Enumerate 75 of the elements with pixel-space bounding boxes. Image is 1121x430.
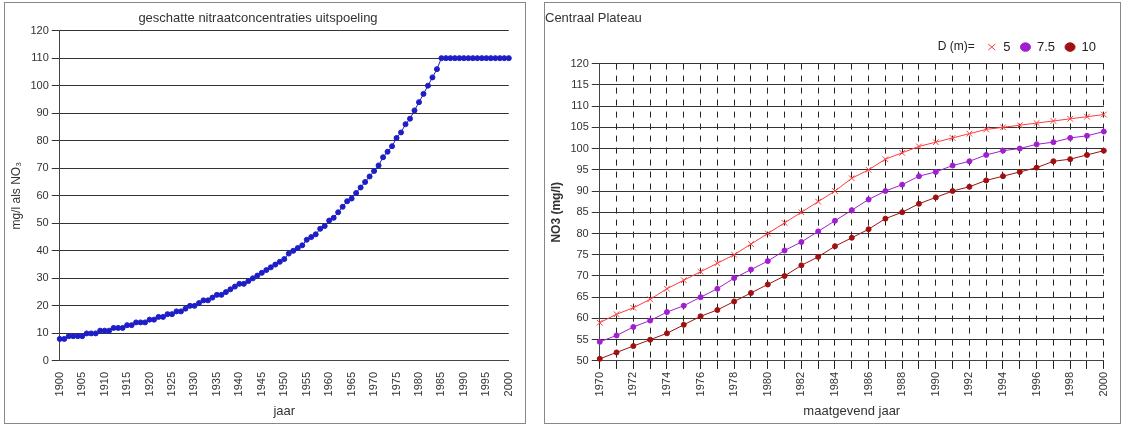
x-tick-label: 1940 (232, 371, 245, 397)
x-tick-label: 2000 (1096, 371, 1109, 397)
x-tick-label: 1925 (165, 371, 178, 397)
x-tick-label: 1955 (299, 371, 312, 397)
x-tick-label: 1950 (277, 371, 290, 397)
x-axis-title: jaar (272, 402, 296, 418)
y-tick-label: 80 (36, 133, 49, 146)
x-tick-label: 1985 (434, 371, 447, 397)
y-tick-label: 110 (571, 99, 589, 112)
y-tick-label: 60 (576, 311, 589, 324)
y-tick-label: 50 (576, 353, 589, 366)
x-tick-label: 1965 (344, 371, 357, 397)
x-tick-label: 1930 (187, 371, 200, 397)
y-tick-label: 100 (570, 141, 589, 154)
x-tick-label: 1995 (479, 371, 492, 397)
y-tick-label: 105 (570, 120, 589, 133)
x-tick-label: 1988 (895, 371, 908, 397)
y-tick-label: 40 (36, 243, 49, 256)
y-tick-label: 95 (576, 162, 589, 175)
x-tick-label: 1978 (727, 371, 740, 397)
x-tick-label: 1910 (97, 371, 110, 397)
y-tick-label: 90 (36, 106, 49, 119)
x-tick-label: 1992 (962, 371, 975, 397)
x-tick-label: 1984 (828, 371, 841, 397)
y-tick-label: 115 (571, 77, 589, 90)
y-tick-label: 110 (31, 51, 49, 64)
x-tick-label: 1990 (928, 371, 941, 397)
legend-title: D (m)= (937, 39, 975, 54)
legend-label: 5 (1003, 38, 1011, 54)
y-tick-label: 80 (576, 226, 589, 239)
y-tick-label: 75 (576, 247, 589, 260)
x-tick-label: 1972 (626, 371, 639, 397)
x-tick-label: 1970 (592, 371, 605, 397)
legend-label: 7.5 (1036, 38, 1056, 54)
y-axis-title: mg/l als NO₃ (8, 161, 23, 230)
x-tick-label: 1905 (75, 371, 88, 397)
x-tick-label: 1974 (659, 371, 672, 397)
y-tick-label: 0 (42, 353, 49, 366)
y-tick-label: 20 (36, 298, 49, 311)
x-tick-label: 1980 (760, 371, 773, 397)
y-tick-label: 60 (36, 188, 49, 201)
chart-title: Centraal Plateau (545, 10, 642, 26)
y-tick-label: 120 (570, 56, 589, 69)
x-tick-label: 1935 (209, 371, 222, 397)
chart-title: geschatte nitraatconcentraties uitspoeling (138, 10, 378, 26)
y-tick-label: 70 (576, 269, 589, 282)
x-tick-label: 1976 (693, 371, 706, 397)
y-tick-label: 30 (36, 271, 49, 284)
y-tick-label: 85 (576, 205, 589, 218)
x-tick-label: 1945 (254, 371, 267, 397)
x-tick-label: 1990 (456, 371, 469, 397)
x-axis-title: maatgevend jaar (803, 402, 901, 418)
x-tick-label: 1920 (142, 371, 155, 397)
x-tick-label: 1982 (794, 371, 807, 397)
y-tick-label: 70 (36, 161, 49, 174)
y-tick-label: 50 (36, 216, 49, 229)
x-tick-label: 2000 (501, 371, 514, 397)
x-tick-label: 1975 (389, 371, 402, 397)
y-tick-label: 120 (30, 23, 49, 36)
x-tick-label: 1970 (367, 371, 380, 397)
y-tick-label: 55 (576, 332, 589, 345)
y-axis-title: NO3 (mg/l) (548, 181, 563, 243)
y-tick-label: 100 (30, 78, 49, 91)
x-tick-label: 1998 (1063, 371, 1076, 397)
legend-label: 10 (1081, 38, 1097, 54)
y-tick-label: 10 (36, 326, 49, 339)
x-tick-label: 1996 (1029, 371, 1042, 397)
x-tick-label: 1994 (996, 371, 1009, 397)
x-tick-label: 1986 (861, 371, 874, 397)
x-tick-label: 1900 (52, 371, 65, 397)
y-tick-label: 90 (576, 184, 589, 197)
x-tick-label: 1980 (412, 371, 425, 397)
x-tick-label: 1960 (322, 371, 335, 397)
x-tick-label: 1915 (120, 371, 133, 397)
y-tick-label: 65 (576, 290, 589, 303)
